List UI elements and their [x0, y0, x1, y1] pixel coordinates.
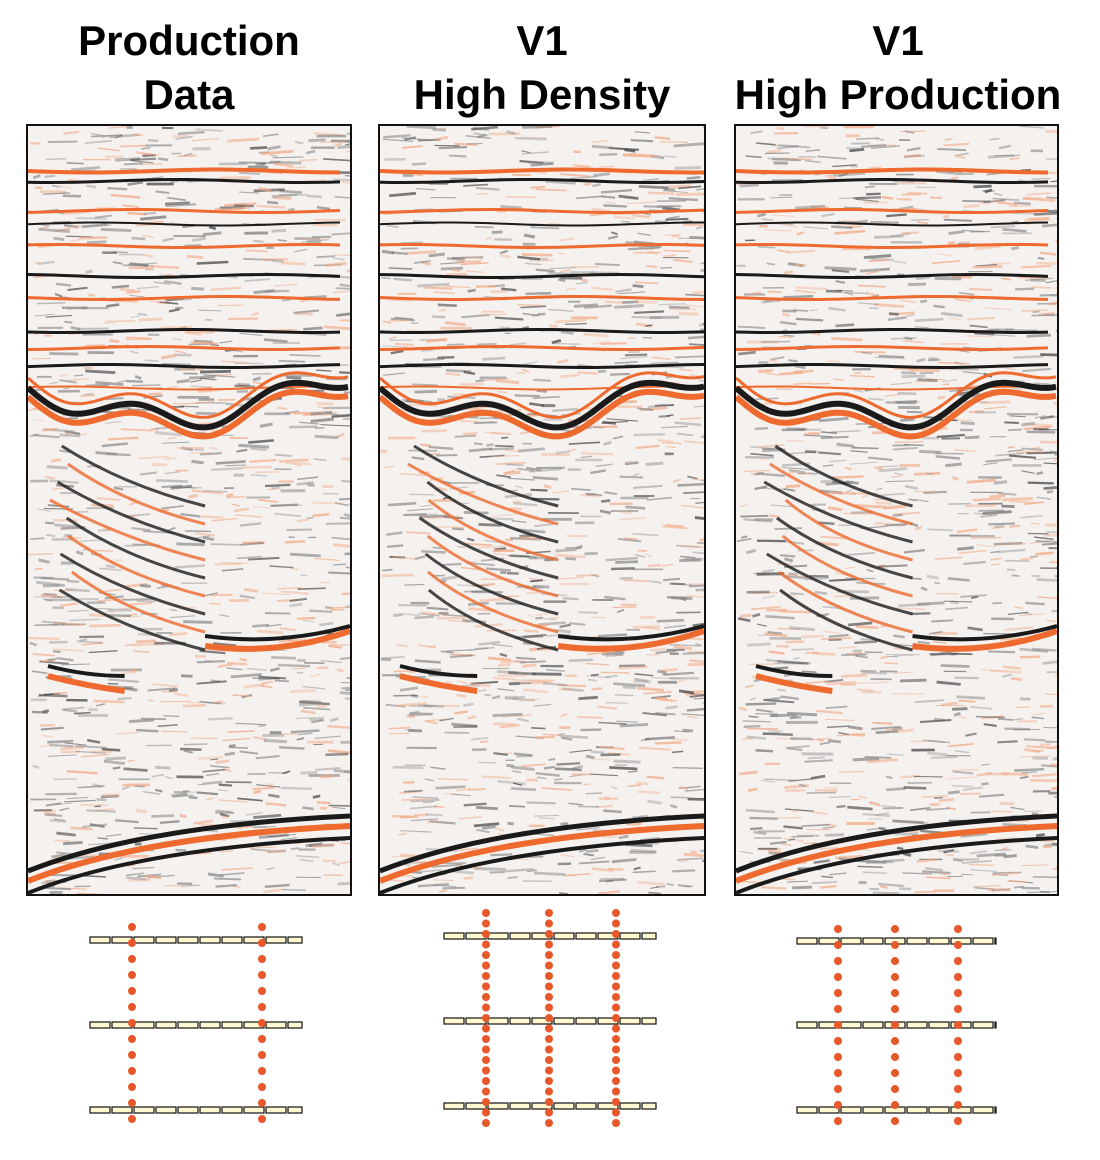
seismic-section-image — [28, 126, 350, 894]
source-line — [834, 925, 842, 1125]
receiver-line — [89, 936, 303, 944]
acquisition-layout-diagrams — [89, 909, 997, 1127]
panel-title-high-density-line2: High Density — [413, 71, 671, 118]
receiver-line — [796, 1106, 997, 1114]
source-line — [612, 909, 620, 1127]
panel-title-production-line2: Data — [143, 71, 235, 118]
panel-title-high-density: V1 High Density — [378, 14, 706, 122]
panel-title-production-line1: Production — [78, 17, 300, 64]
source-line — [482, 909, 490, 1127]
receiver-line — [89, 1106, 303, 1114]
seismic-panel-production — [26, 124, 352, 896]
panel-title-high-density-line1: V1 — [516, 17, 568, 64]
panel-title-production: Production Data — [26, 14, 352, 122]
source-line — [128, 923, 136, 1123]
panel-title-high-production: V1 High Production — [720, 14, 1076, 122]
seismic-section-image — [380, 126, 704, 894]
source-line — [545, 909, 553, 1127]
receiver-line — [443, 932, 657, 940]
seismic-section-image — [736, 126, 1057, 894]
receiver-line — [89, 1021, 303, 1029]
source-line — [954, 925, 962, 1125]
seismic-panel-high-density — [378, 124, 706, 896]
panel-title-high-production-line2: High Production — [734, 71, 1062, 118]
source-line — [891, 925, 899, 1125]
seismic-panel-high-production — [734, 124, 1059, 896]
panel-title-high-production-line1: V1 — [872, 17, 924, 64]
source-line — [258, 923, 266, 1123]
receiver-line — [443, 1102, 657, 1110]
